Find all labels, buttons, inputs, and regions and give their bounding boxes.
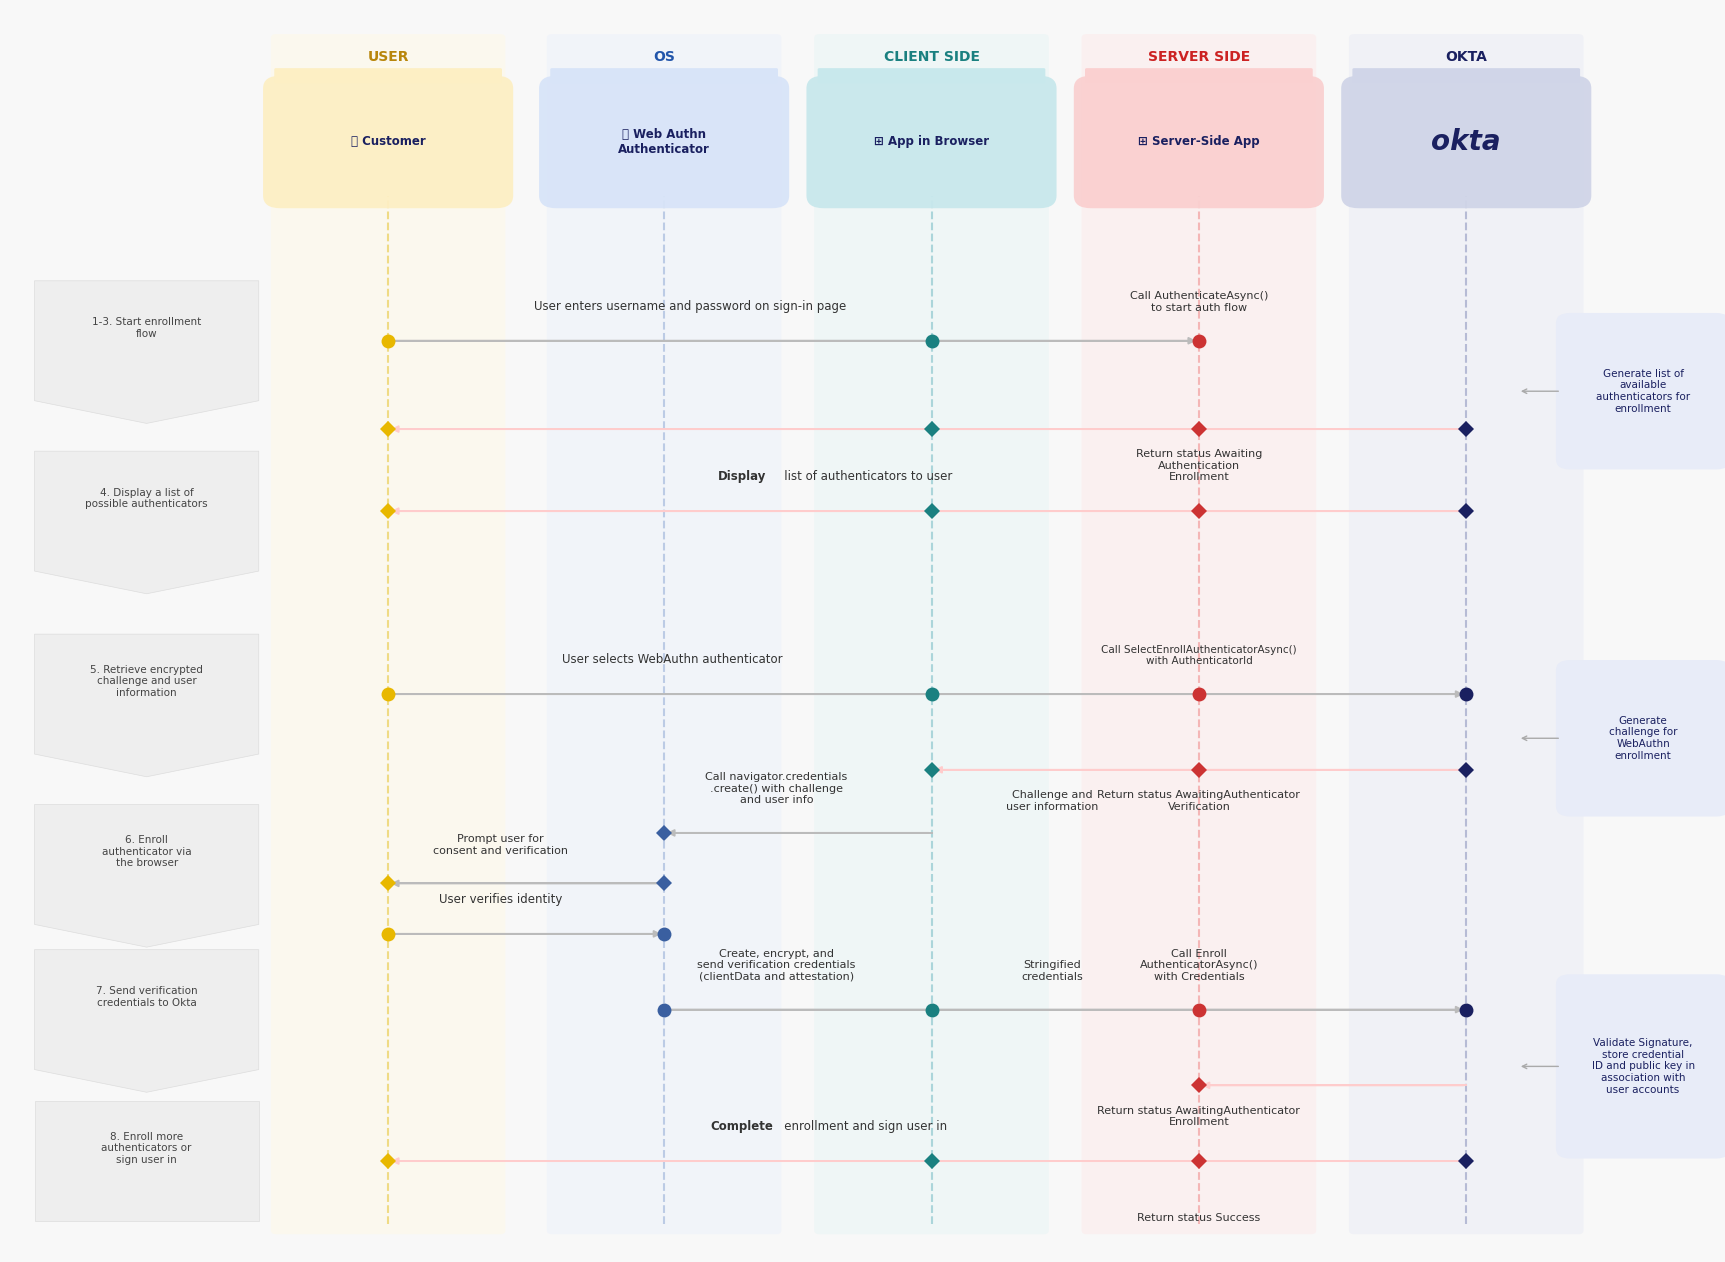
Text: USER: USER: [367, 49, 409, 64]
FancyBboxPatch shape: [274, 68, 502, 83]
Text: User verifies identity: User verifies identity: [438, 893, 562, 906]
Text: Complete: Complete: [711, 1121, 773, 1133]
Text: Return status AwaitingAuthenticator
Enrollment: Return status AwaitingAuthenticator Enro…: [1097, 1106, 1301, 1127]
Text: Display: Display: [718, 471, 766, 483]
Text: Stringified
credentials: Stringified credentials: [1021, 960, 1083, 982]
Text: Challenge and
user information: Challenge and user information: [1006, 790, 1099, 811]
Text: User enters username and password on sign-in page: User enters username and password on sig…: [533, 300, 847, 313]
FancyBboxPatch shape: [1082, 34, 1316, 1234]
Text: Call SelectEnrollAuthenticatorAsync()
with AuthenticatorId: Call SelectEnrollAuthenticatorAsync() wi…: [1101, 645, 1297, 666]
Polygon shape: [34, 949, 259, 1092]
Text: CLIENT SIDE: CLIENT SIDE: [883, 49, 980, 64]
FancyBboxPatch shape: [1556, 974, 1725, 1159]
FancyBboxPatch shape: [814, 34, 1049, 1234]
Text: list of authenticators to user: list of authenticators to user: [743, 471, 952, 483]
FancyBboxPatch shape: [547, 34, 781, 1234]
Text: Prompt user for
consent and verification: Prompt user for consent and verification: [433, 834, 568, 856]
FancyBboxPatch shape: [1342, 76, 1590, 208]
Text: Call Enroll
AuthenticatorAsync()
with Credentials: Call Enroll AuthenticatorAsync() with Cr…: [1140, 949, 1258, 982]
Polygon shape: [34, 281, 259, 424]
Polygon shape: [34, 634, 259, 776]
Text: 👤 Customer: 👤 Customer: [350, 135, 426, 149]
FancyBboxPatch shape: [1352, 68, 1580, 83]
Text: Generate list of
available
authenticators for
enrollment: Generate list of available authenticator…: [1596, 369, 1690, 414]
FancyBboxPatch shape: [538, 76, 788, 208]
Text: 🛡 Web Authn
Authenticator: 🛡 Web Authn Authenticator: [618, 127, 711, 156]
Text: Call navigator.credentials
.create() with challenge
and user info: Call navigator.credentials .create() wit…: [706, 772, 847, 805]
Text: ⊞ App in Browser: ⊞ App in Browser: [875, 135, 988, 149]
FancyBboxPatch shape: [550, 68, 778, 83]
Text: OS: OS: [654, 49, 674, 64]
FancyBboxPatch shape: [1349, 34, 1584, 1234]
FancyBboxPatch shape: [818, 68, 1045, 83]
Text: Return status Awaiting
Authentication
Enrollment: Return status Awaiting Authentication En…: [1135, 449, 1263, 482]
FancyBboxPatch shape: [271, 34, 505, 1234]
FancyBboxPatch shape: [1556, 660, 1725, 817]
Text: User selects WebAuthn authenticator: User selects WebAuthn authenticator: [562, 654, 783, 666]
Text: 8. Enroll more
authenticators or
sign user in: 8. Enroll more authenticators or sign us…: [102, 1132, 191, 1165]
FancyBboxPatch shape: [806, 76, 1056, 208]
Polygon shape: [34, 452, 259, 594]
Text: Generate
challenge for
WebAuthn
enrollment: Generate challenge for WebAuthn enrollme…: [1609, 716, 1677, 761]
FancyBboxPatch shape: [1085, 68, 1313, 83]
Text: 6. Enroll
authenticator via
the browser: 6. Enroll authenticator via the browser: [102, 835, 191, 868]
Text: 4. Display a list of
possible authenticators: 4. Display a list of possible authentica…: [85, 487, 209, 510]
Text: Return status Success: Return status Success: [1137, 1213, 1261, 1223]
FancyBboxPatch shape: [1073, 76, 1325, 208]
Polygon shape: [34, 805, 259, 946]
Text: 5. Retrieve encrypted
challenge and user
information: 5. Retrieve encrypted challenge and user…: [90, 665, 204, 698]
Text: OKTA: OKTA: [1446, 49, 1487, 64]
Text: SERVER SIDE: SERVER SIDE: [1147, 49, 1251, 64]
Text: Return status AwaitingAuthenticator
Verification: Return status AwaitingAuthenticator Veri…: [1097, 790, 1301, 811]
Text: enrollment and sign user in: enrollment and sign user in: [743, 1121, 947, 1133]
FancyBboxPatch shape: [1556, 313, 1725, 469]
FancyBboxPatch shape: [262, 76, 514, 208]
Text: 1-3. Start enrollment
flow: 1-3. Start enrollment flow: [91, 317, 202, 339]
Text: ⊞ Server-Side App: ⊞ Server-Side App: [1138, 135, 1259, 149]
Text: okta: okta: [1432, 127, 1501, 156]
Text: Call AuthenticateAsync()
to start auth flow: Call AuthenticateAsync() to start auth f…: [1130, 292, 1268, 313]
Text: Validate Signature,
store credential
ID and public key in
association with
user : Validate Signature, store credential ID …: [1592, 1039, 1694, 1094]
Text: 7. Send verification
credentials to Okta: 7. Send verification credentials to Okta: [97, 986, 197, 1008]
Polygon shape: [34, 1100, 259, 1222]
Text: Create, encrypt, and
send verification credentials
(clientData and attestation): Create, encrypt, and send verification c…: [697, 949, 856, 982]
